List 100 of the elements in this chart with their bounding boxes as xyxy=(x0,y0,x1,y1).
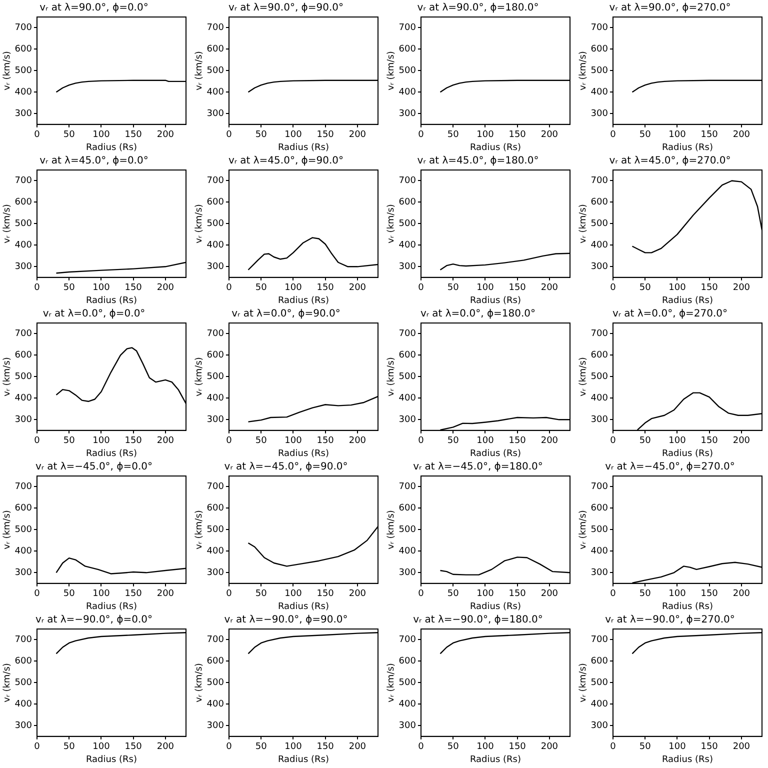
x-tick-label: 150 xyxy=(316,283,334,294)
y-tick-label: 500 xyxy=(206,219,224,230)
x-tick-label: 200 xyxy=(348,742,366,752)
y-axis-title: vᵣ (km/s) xyxy=(2,663,13,702)
x-axis-title: Radius (Rs) xyxy=(470,296,521,306)
x-axis-title: Radius (Rs) xyxy=(278,448,329,459)
y-tick-label: 300 xyxy=(14,262,32,272)
y-tick-label: 400 xyxy=(14,700,32,710)
y-tick-label: 600 xyxy=(398,350,416,361)
chart-title: vᵣ at λ=0.0°, ϕ=90.0° xyxy=(232,308,340,320)
x-tick-label: 0 xyxy=(418,742,424,752)
y-tick-label: 500 xyxy=(398,678,416,688)
x-tick-label: 200 xyxy=(540,283,558,294)
x-tick-label: 200 xyxy=(156,283,174,294)
y-tick-label: 600 xyxy=(14,656,32,667)
x-tick-label: 50 xyxy=(447,130,460,140)
x-tick-label: 100 xyxy=(476,283,494,294)
x-tick-label: 150 xyxy=(124,283,142,294)
y-tick-label: 500 xyxy=(206,372,224,382)
y-axis-title: vᵣ (km/s) xyxy=(578,204,589,244)
y-tick-label: 400 xyxy=(590,394,608,404)
y-tick-label: 300 xyxy=(590,721,608,732)
y-tick-label: 700 xyxy=(206,23,224,34)
y-tick-label: 600 xyxy=(398,44,416,55)
x-tick-label: 100 xyxy=(92,130,110,140)
y-tick-label: 700 xyxy=(590,23,608,34)
x-tick-label: 150 xyxy=(700,436,718,446)
x-tick-label: 50 xyxy=(255,283,268,294)
x-tick-label: 200 xyxy=(156,436,174,446)
x-tick-label: 50 xyxy=(255,742,268,752)
x-tick-label: 100 xyxy=(92,283,110,294)
x-axis-title: Radius (Rs) xyxy=(662,296,713,306)
y-axis-title: vᵣ (km/s) xyxy=(386,663,397,702)
x-axis-title: Radius (Rs) xyxy=(662,754,713,765)
x-tick-label: 200 xyxy=(732,436,750,446)
x-tick-label: 0 xyxy=(226,283,232,294)
x-axis-title: Radius (Rs) xyxy=(86,142,137,153)
y-tick-label: 300 xyxy=(398,262,416,272)
y-tick-label: 400 xyxy=(590,88,608,98)
x-tick-label: 200 xyxy=(348,283,366,294)
x-tick-label: 50 xyxy=(639,742,652,752)
x-tick-label: 50 xyxy=(255,589,268,600)
chart-title: vᵣ at λ=45.0°, ϕ=90.0° xyxy=(228,156,344,167)
y-tick-label: 300 xyxy=(206,262,224,272)
y-tick-label: 500 xyxy=(14,372,32,382)
x-tick-label: 150 xyxy=(508,589,526,600)
x-tick-label: 50 xyxy=(255,130,268,140)
x-tick-label: 0 xyxy=(418,436,424,446)
y-axis-title: vᵣ (km/s) xyxy=(194,51,205,90)
y-axis-title: vᵣ (km/s) xyxy=(194,357,205,396)
y-tick-label: 400 xyxy=(398,88,416,98)
y-tick-label: 700 xyxy=(398,176,416,186)
x-tick-label: 100 xyxy=(668,130,686,140)
y-axis-title: vᵣ (km/s) xyxy=(194,204,205,244)
y-tick-label: 300 xyxy=(14,415,32,426)
x-tick-label: 150 xyxy=(700,742,718,752)
y-tick-label: 600 xyxy=(14,44,32,55)
y-axis-title: vᵣ (km/s) xyxy=(578,663,589,702)
y-tick-label: 700 xyxy=(398,329,416,340)
x-tick-label: 0 xyxy=(418,130,424,140)
x-tick-label: 0 xyxy=(226,589,232,600)
x-tick-label: 100 xyxy=(668,589,686,600)
x-tick-label: 0 xyxy=(226,742,232,752)
y-tick-label: 400 xyxy=(206,394,224,404)
x-tick-label: 0 xyxy=(34,436,40,446)
y-tick-label: 700 xyxy=(14,176,32,186)
y-axis-title: vᵣ (km/s) xyxy=(2,357,13,396)
x-tick-label: 200 xyxy=(348,436,366,446)
x-tick-label: 150 xyxy=(700,283,718,294)
y-tick-label: 400 xyxy=(398,240,416,251)
y-tick-label: 400 xyxy=(14,394,32,404)
x-tick-label: 150 xyxy=(508,436,526,446)
x-tick-label: 50 xyxy=(63,589,76,600)
y-tick-label: 300 xyxy=(206,415,224,426)
x-tick-label: 150 xyxy=(508,283,526,294)
x-tick-label: 150 xyxy=(700,589,718,600)
y-tick-label: 600 xyxy=(590,198,608,208)
y-tick-label: 400 xyxy=(206,546,224,557)
x-tick-label: 200 xyxy=(732,130,750,140)
x-tick-label: 100 xyxy=(92,589,110,600)
x-tick-label: 50 xyxy=(639,436,652,446)
y-tick-label: 400 xyxy=(590,240,608,251)
y-tick-label: 500 xyxy=(206,678,224,688)
y-tick-label: 500 xyxy=(590,219,608,230)
x-axis-title: Radius (Rs) xyxy=(470,142,521,153)
y-tick-label: 700 xyxy=(14,635,32,646)
x-axis-title: Radius (Rs) xyxy=(278,602,329,612)
x-tick-label: 200 xyxy=(540,589,558,600)
x-tick-label: 200 xyxy=(156,130,174,140)
x-tick-label: 0 xyxy=(34,130,40,140)
x-tick-label: 200 xyxy=(540,742,558,752)
x-tick-label: 150 xyxy=(316,742,334,752)
y-tick-label: 400 xyxy=(14,240,32,251)
x-axis-title: Radius (Rs) xyxy=(662,142,713,153)
x-tick-label: 0 xyxy=(34,742,40,752)
x-tick-label: 150 xyxy=(700,130,718,140)
chart-title: vᵣ at λ=−45.0°, ϕ=90.0° xyxy=(224,462,348,473)
y-tick-label: 700 xyxy=(206,635,224,646)
chart-title: vᵣ at λ=90.0°, ϕ=270.0° xyxy=(609,2,731,14)
x-tick-label: 50 xyxy=(63,742,76,752)
